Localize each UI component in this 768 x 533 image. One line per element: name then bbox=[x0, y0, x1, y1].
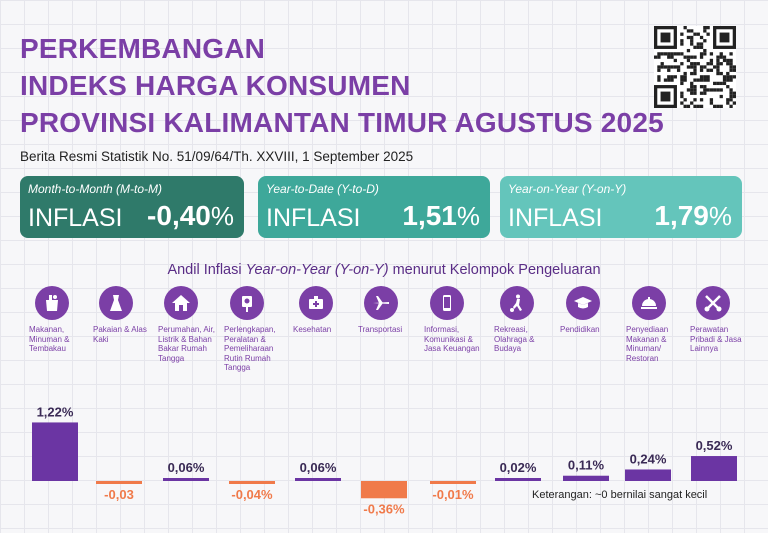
category-label: Makanan, Minuman & Tembakau bbox=[29, 325, 70, 353]
soccer-player-icon bbox=[500, 286, 534, 320]
card-label: Month-to-Month (M-to-M) bbox=[28, 182, 163, 196]
bar-10 bbox=[691, 456, 737, 481]
card-unit: % bbox=[708, 201, 732, 231]
food-tray-icon bbox=[632, 286, 666, 320]
dress-icon bbox=[99, 286, 133, 320]
card-word: INFLASI bbox=[28, 204, 123, 232]
card-unit: % bbox=[456, 201, 480, 231]
bar-value-label-10: 0,52% bbox=[696, 438, 733, 453]
bar-5 bbox=[361, 481, 407, 499]
airplane-icon bbox=[364, 286, 398, 320]
bar-2 bbox=[163, 478, 209, 481]
category-kesehatan: Kesehatan bbox=[293, 286, 355, 335]
card-number: 1,51 bbox=[402, 200, 457, 231]
graduation-cap-icon bbox=[566, 286, 600, 320]
card-year-to-date: Year-to-Date (Y-to-D) INFLASI 1,51% bbox=[258, 176, 490, 238]
category-perlengkapan: Perlengkapan, Peralatan & Pemeliharaan R… bbox=[224, 286, 286, 373]
bar-8 bbox=[563, 475, 609, 481]
bar-value-label-5: -0,36% bbox=[363, 501, 405, 516]
title-line-1: PERKEMBANGAN bbox=[20, 33, 266, 64]
category-label: Transportasi bbox=[358, 325, 403, 334]
chart-title: Andil Inflasi Year-on-Year (Y-on-Y) menu… bbox=[0, 262, 768, 278]
category-rekreasi: Rekreasi, Olahraga & Budaya bbox=[494, 286, 556, 354]
category-label: Perumahan, Air, Listrik & Bahan Bakar Ru… bbox=[158, 325, 215, 363]
card-label: Year-on-Year (Y-on-Y) bbox=[508, 182, 627, 196]
qr-code-icon[interactable] bbox=[654, 26, 736, 108]
smartphone-icon bbox=[430, 286, 464, 320]
category-perumahan: Perumahan, Air, Listrik & Bahan Bakar Ru… bbox=[158, 286, 220, 363]
category-label: Rekreasi, Olahraga & Budaya bbox=[494, 325, 535, 353]
bar-value-label-2: 0,06% bbox=[168, 460, 205, 475]
title-line-2: INDEKS HARGA KONSUMEN bbox=[20, 70, 411, 101]
chart-title-suffix: menurut Kelompok Pengeluaran bbox=[388, 262, 601, 278]
bar-value-label-4: 0,06% bbox=[300, 460, 337, 475]
category-label: Pendidikan bbox=[560, 325, 600, 334]
card-value: -0,40% bbox=[147, 200, 234, 232]
groceries-icon bbox=[35, 286, 69, 320]
category-pakaian: Pakaian & Alas Kaki bbox=[93, 286, 155, 344]
category-label: Perawatan Pribadi & Jasa Lainnya bbox=[690, 325, 742, 353]
bar-4 bbox=[295, 478, 341, 481]
infographic-title: PERKEMBANGAN INDEKS HARGA KONSUMEN PROVI… bbox=[20, 30, 664, 141]
title-line-3: PROVINSI KALIMANTAN TIMUR AGUSTUS 2025 bbox=[20, 107, 664, 138]
bar-value-label-1: -0,03 bbox=[104, 487, 134, 502]
category-makanan: Makanan, Minuman & Tembakau bbox=[29, 286, 91, 354]
card-label: Year-to-Date (Y-to-D) bbox=[266, 182, 379, 196]
category-informasi: Informasi, Komunikasi & Jasa Keuangan bbox=[424, 286, 486, 354]
card-value: 1,51% bbox=[402, 200, 480, 232]
bar-3 bbox=[229, 481, 275, 484]
first-aid-kit-icon bbox=[299, 286, 333, 320]
scissors-comb-icon bbox=[696, 286, 730, 320]
card-word: INFLASI bbox=[266, 204, 361, 232]
chart-note: Keterangan: ~0 bernilai sangat kecil bbox=[532, 489, 708, 501]
card-number: 1,79 bbox=[654, 200, 709, 231]
bar-value-label-7: 0,02% bbox=[500, 460, 537, 475]
bar-value-label-8: 0,11% bbox=[568, 458, 605, 473]
chart-title-italic: Year-on-Year (Y-on-Y) bbox=[245, 262, 389, 278]
bar-value-label-0: 1,22% bbox=[37, 404, 74, 419]
house-icon bbox=[164, 286, 198, 320]
card-number: -0,40 bbox=[147, 200, 211, 231]
card-word: INFLASI bbox=[508, 204, 603, 232]
publication-subtitle: Berita Resmi Statistik No. 51/09/64/Th. … bbox=[20, 149, 414, 164]
bar-value-label-9: 0,24% bbox=[630, 451, 667, 466]
bar-1 bbox=[96, 481, 142, 484]
bar-7 bbox=[495, 478, 541, 481]
category-label: Pakaian & Alas Kaki bbox=[93, 325, 147, 344]
bar-0 bbox=[32, 422, 78, 481]
bar-value-label-6: -0,01% bbox=[432, 487, 474, 502]
card-value: 1,79% bbox=[654, 200, 732, 232]
card-year-on-year: Year-on-Year (Y-on-Y) INFLASI 1,79% bbox=[500, 176, 742, 238]
card-unit: % bbox=[210, 201, 234, 231]
chart-title-prefix: Andil Inflasi bbox=[167, 262, 246, 278]
category-label: Perlengkapan, Peralatan & Pemeliharaan R… bbox=[224, 325, 276, 372]
category-penyediaan-makanan: Penyediaan Makanan & Minuman/ Restoran bbox=[626, 286, 688, 363]
bar-6 bbox=[430, 481, 476, 484]
card-month-to-month: Month-to-Month (M-to-M) INFLASI -0,40% bbox=[20, 176, 244, 238]
bar-9 bbox=[625, 469, 671, 481]
category-label: Informasi, Komunikasi & Jasa Keuangan bbox=[424, 325, 480, 353]
bar-value-label-3: -0,04% bbox=[231, 487, 273, 502]
category-label: Penyediaan Makanan & Minuman/ Restoran bbox=[626, 325, 669, 363]
category-perawatan-pribadi: Perawatan Pribadi & Jasa Lainnya bbox=[690, 286, 752, 354]
category-pendidikan: Pendidikan bbox=[560, 286, 622, 335]
category-label: Kesehatan bbox=[293, 325, 332, 334]
appliance-icon bbox=[230, 286, 264, 320]
category-transportasi: Transportasi bbox=[358, 286, 420, 335]
